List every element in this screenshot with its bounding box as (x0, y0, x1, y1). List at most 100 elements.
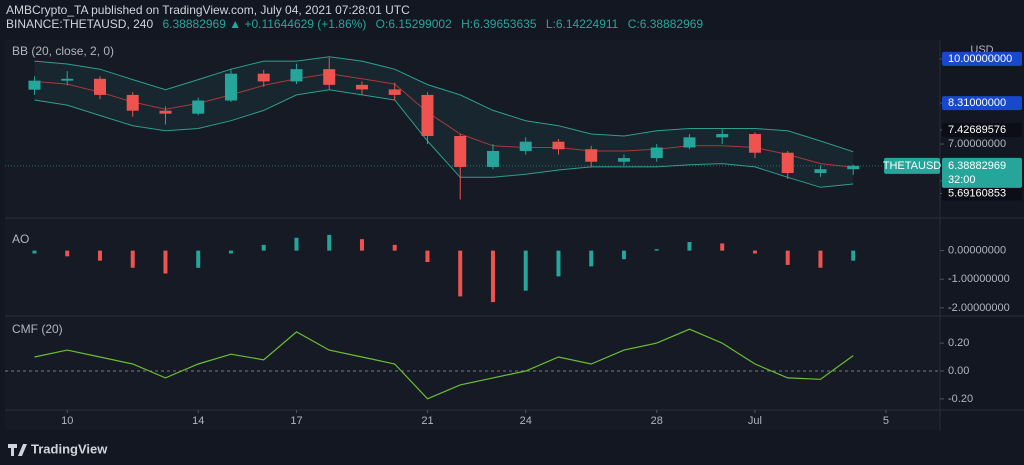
candle-body (585, 149, 598, 162)
x-tick-label: 24 (520, 415, 532, 427)
ao-bar (228, 250, 233, 254)
x-tick-label: 28 (651, 415, 663, 427)
ao-bar (294, 237, 299, 251)
ao-bar (65, 250, 70, 257)
y-tick-label: 7.00000000 (948, 138, 1006, 150)
symbol-label: THETAUSD (883, 160, 942, 172)
y-tick-label: 8.31000000 (948, 97, 1006, 109)
last-price-box (942, 157, 1022, 188)
y-tick-label: 0.00000000 (948, 245, 1006, 257)
pane-title: CMF (20) (12, 322, 63, 336)
ao-bar (818, 250, 823, 268)
x-tick-label: 10 (61, 415, 73, 427)
y-tick-label: -0.20 (948, 393, 973, 405)
ao-bar (261, 244, 266, 251)
symbol-line: BINANCE:THETAUSD, 240 6.38882969 ▲ +0.11… (6, 17, 703, 31)
candle-body (290, 69, 303, 82)
high: H:6.39653635 (461, 17, 537, 31)
publisher: AMBCrypto_TA published on TradingView.co… (6, 3, 410, 17)
ao-bar (752, 250, 757, 254)
candle-body (257, 73, 270, 82)
low: L:6.14224911 (546, 17, 619, 31)
ao-bar (785, 250, 790, 265)
ao-bar (130, 250, 135, 268)
candle-body (748, 134, 761, 153)
candle-body (355, 84, 368, 90)
footer-logo: TradingView (8, 441, 108, 456)
pane-title: BB (20, close, 2, 0) (12, 44, 114, 58)
y-tick-label: 7.42689576 (948, 124, 1006, 136)
y-tick-label: 0.00 (948, 365, 969, 377)
candle-body (224, 73, 237, 101)
ao-bar (458, 250, 463, 297)
symbol: BINANCE:THETAUSD, 240 (6, 17, 153, 31)
candle-body (519, 141, 532, 151)
ao-bar (490, 250, 495, 303)
candle-body (486, 150, 499, 167)
candle-body (192, 100, 205, 114)
candle-body (388, 89, 401, 95)
quote: 6.38882969 ▲ +0.11644629 (+1.86%) (163, 17, 367, 31)
ao-bar (687, 242, 692, 251)
price-label-box (942, 122, 1022, 137)
ao-bar (851, 250, 856, 261)
countdown: 32:00 (948, 174, 976, 186)
candle-body (650, 147, 663, 159)
ao-bar (621, 250, 626, 260)
brand: TradingView (31, 441, 108, 456)
y-tick-label: 0.20 (948, 337, 969, 349)
logo-icon (8, 444, 27, 456)
candle-body (323, 69, 336, 85)
price-label-box (942, 96, 1022, 111)
bb-lower (34, 89, 854, 188)
candle-body (159, 110, 172, 114)
cmf-line (34, 328, 854, 400)
candle-body (454, 135, 467, 167)
y-tick-label: 10.00000000 (948, 53, 1012, 65)
ao-bar (163, 250, 168, 274)
y-tick-label: -2.00000000 (948, 302, 1010, 314)
bb-fill (34, 56, 854, 188)
price-label-box (942, 186, 1022, 201)
bb-basis (34, 73, 854, 168)
ao-bar (97, 250, 102, 261)
x-tick-label: 14 (192, 415, 204, 427)
close: C:6.38882969 (628, 17, 704, 31)
open: O:6.15299002 (376, 17, 452, 31)
ao-bar (589, 250, 594, 267)
pane-title: AO (12, 232, 29, 246)
x-tick-label: 17 (290, 415, 302, 427)
ao-bar (359, 239, 364, 251)
plot-area (5, 40, 940, 430)
candle-body (814, 169, 827, 174)
last-price-label: 6.38882969 (948, 160, 1006, 172)
candle-body (61, 78, 74, 81)
candle-body (716, 134, 729, 138)
ao-bar (196, 250, 201, 268)
candle-body (552, 141, 565, 150)
x-tick-label: 5 (883, 415, 889, 427)
candle-body (781, 152, 794, 174)
x-tick-label: Jul (748, 415, 762, 427)
ao-bar (425, 250, 430, 263)
ao-bar (392, 244, 397, 251)
candle-body (126, 94, 139, 111)
candle-body (617, 158, 630, 162)
ao-bar (32, 250, 37, 254)
ao-bar (327, 234, 332, 251)
ao-bar (654, 249, 659, 251)
bb-upper (34, 56, 854, 153)
candle-body (421, 94, 434, 136)
y-tick-label: -1.00000000 (948, 273, 1010, 285)
ao-bar (523, 250, 528, 291)
x-tick-label: 21 (421, 415, 433, 427)
symbol-box (884, 157, 940, 174)
candle-body (847, 165, 860, 170)
candle-body (28, 80, 41, 90)
ao-bar (720, 243, 725, 251)
price-label-box (942, 51, 1022, 66)
ao-bar (556, 250, 561, 277)
candle-body (683, 137, 696, 148)
